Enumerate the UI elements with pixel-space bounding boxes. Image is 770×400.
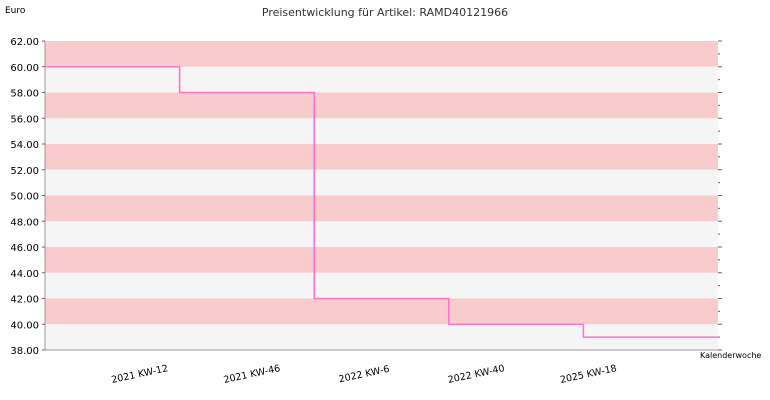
grid-band [45,195,718,222]
y-tick-label: 46.00 [10,243,39,254]
y-tick-label: 62.00 [10,37,39,48]
y-tick-label: 38.00 [10,346,39,357]
x-tick-label: 2021 KW-12 [110,363,169,386]
grid-band [45,118,718,144]
x-axis-ticks: 2021 KW-12 2021 KW-46 2022 KW-6 2022 KW-40 2… [110,363,617,386]
x-tick-label: 2022 KW-6 [338,364,391,385]
y-tick-label: 50.00 [10,192,39,203]
price-series [44,65,718,338]
y-tick-label: 52.00 [10,166,39,177]
y-axis-ticks: 38.00 40.00 42.00 44.00 46.00 48.00 50.00 52.00… [10,37,722,357]
y-tick-label: 54.00 [10,140,39,151]
y-axis-unit-label: Euro [5,6,26,16]
grid-band [45,247,718,273]
chart-title: Preisentwicklung für Artikel: RAMD401219… [261,6,509,19]
grid-band [45,41,718,67]
grid-band [45,221,718,247]
grid-bands [45,41,718,350]
y-tick-label: 48.00 [10,217,39,228]
x-tick-label: 2022 KW-40 [447,363,506,386]
x-tick-label: 2021 KW-46 [223,363,282,386]
x-axis-label: Kalenderwoche [700,351,762,360]
y-tick-label: 40.00 [10,320,39,331]
y-tick-label: 56.00 [10,114,39,125]
x-tick-label: 2025 KW-18 [559,363,618,386]
grid-band [45,92,718,119]
y-tick-label: 44.00 [10,269,39,280]
grid-band [45,169,718,196]
price-step-line [45,65,718,338]
grid-band [45,272,718,299]
grid-band [45,66,718,93]
grid-band [45,298,718,325]
grid-band [45,144,718,170]
y-tick-label: 58.00 [10,89,39,100]
y-tick-label: 42.00 [10,295,39,306]
y-tick-label: 60.00 [10,63,39,74]
